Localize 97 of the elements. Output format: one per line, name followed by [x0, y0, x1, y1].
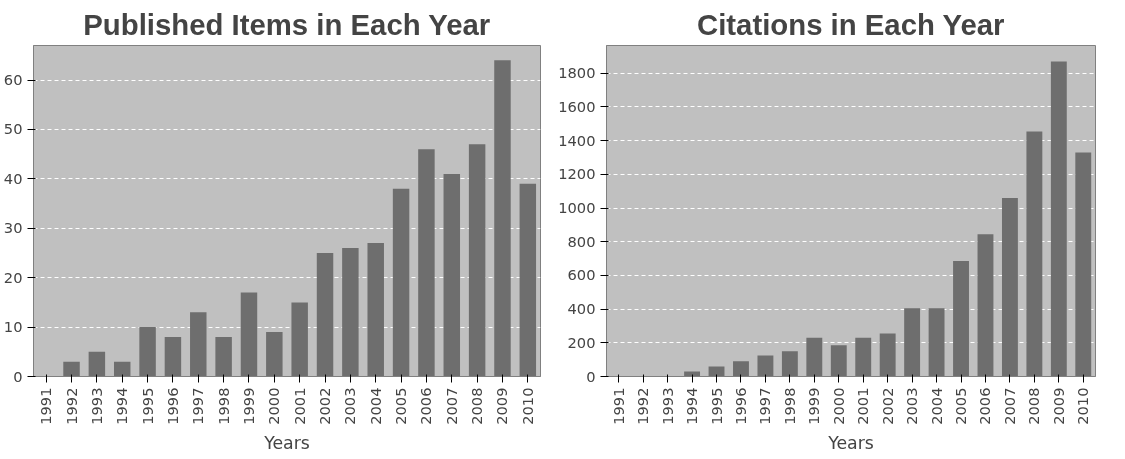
bar: [830, 345, 847, 377]
x-tick-label: 1992: [634, 387, 652, 425]
y-tick-label: 60: [3, 71, 23, 89]
x-tick-label: 1995: [707, 387, 725, 425]
bar: [904, 308, 921, 377]
y-tick-label: 1600: [558, 97, 596, 115]
x-tick-label: 2008: [468, 387, 486, 425]
bar: [266, 332, 283, 377]
bar: [215, 336, 232, 377]
y-tick-label: 1200: [558, 165, 596, 183]
chart-title: Citations in Each Year: [696, 7, 1005, 41]
x-tick-label: 2007: [1000, 387, 1018, 425]
x-axis-title: Years: [263, 432, 310, 453]
x-tick-label: 1998: [780, 387, 798, 425]
y-tick-label: 1400: [558, 131, 596, 149]
x-tick-label: 2002: [316, 387, 334, 425]
x-axis-title: Years: [827, 432, 874, 453]
bar: [1050, 61, 1067, 377]
y-tick-label: 10: [3, 318, 23, 336]
x-tick-label: 2003: [903, 387, 921, 425]
bar: [418, 149, 435, 377]
bar: [367, 243, 384, 377]
x-tick-label: 2000: [829, 387, 847, 425]
bar: [519, 183, 537, 377]
x-tick-label: 2005: [952, 387, 970, 425]
x-tick-label: 2010: [518, 387, 536, 425]
x-tick-label: 2004: [366, 387, 384, 425]
y-tick-label: 200: [567, 333, 596, 351]
bar: [708, 366, 725, 377]
y-tick-label: 0: [586, 367, 596, 385]
bar: [781, 351, 798, 377]
bar: [240, 292, 258, 377]
bar: [63, 361, 80, 377]
bar: [977, 234, 994, 377]
x-tick-label: 1999: [805, 387, 823, 425]
bar: [468, 144, 486, 377]
bar: [855, 337, 872, 377]
x-tick-label: 2003: [341, 387, 359, 425]
x-tick-label: 2002: [878, 387, 896, 425]
x-tick-label: 1993: [87, 387, 105, 425]
bar: [1026, 131, 1043, 377]
bar: [684, 371, 701, 377]
x-tick-label: 1993: [658, 387, 676, 425]
bar: [164, 336, 182, 377]
x-tick-label: 2010: [1074, 387, 1092, 425]
bar: [139, 327, 156, 377]
y-tick-label: 20: [3, 268, 23, 286]
bar: [928, 308, 945, 377]
y-tick-label: 1800: [558, 64, 596, 82]
x-tick-label: 1991: [609, 387, 627, 425]
x-tick-label: 1992: [62, 387, 80, 425]
bar: [190, 312, 207, 377]
bar: [757, 355, 774, 377]
x-tick-label: 1996: [731, 387, 749, 425]
bar: [494, 60, 511, 377]
x-tick-label: 2001: [290, 387, 308, 425]
y-tick-label: 600: [567, 266, 596, 284]
x-tick-label: 1997: [189, 387, 207, 425]
bar: [443, 173, 461, 377]
x-tick-label: 1995: [138, 387, 156, 425]
bar: [806, 337, 823, 377]
chart-title: Published Items in Each Year: [83, 7, 491, 41]
bar: [733, 361, 749, 377]
x-tick-label: 2009: [493, 387, 511, 425]
bar: [113, 361, 131, 377]
x-tick-label: 2007: [442, 387, 460, 425]
x-tick-label: 2006: [417, 387, 435, 425]
x-tick-label: 2001: [854, 387, 872, 425]
x-tick-label: 2005: [392, 387, 410, 425]
bar: [291, 302, 308, 377]
x-tick-label: 1994: [683, 387, 701, 425]
x-tick-label: 2009: [1049, 387, 1067, 425]
bar: [879, 333, 896, 377]
x-tick-label: 2000: [265, 387, 283, 425]
y-tick-label: 400: [567, 300, 596, 318]
x-tick-label: 2008: [1025, 387, 1043, 425]
bar: [1075, 152, 1092, 377]
bar: [953, 261, 969, 377]
y-tick-label: 800: [567, 232, 596, 250]
y-tick-label: 0: [13, 367, 23, 385]
x-tick-label: 2006: [976, 387, 994, 425]
y-tick-label: 50: [3, 120, 23, 138]
bar: [342, 248, 359, 377]
x-tick-label: 1998: [214, 387, 232, 425]
bar: [392, 188, 410, 377]
x-tick-label: 1991: [37, 387, 55, 425]
y-tick-label: 40: [3, 169, 23, 187]
bar: [316, 252, 334, 377]
x-tick-label: 1999: [239, 387, 257, 425]
bar: [88, 351, 106, 377]
y-tick-label: 1000: [558, 199, 596, 217]
x-tick-label: 1997: [756, 387, 774, 425]
bar: [1001, 197, 1018, 377]
x-tick-label: 1996: [163, 387, 181, 425]
y-tick-label: 30: [3, 219, 23, 237]
x-tick-label: 1994: [113, 387, 131, 425]
x-tick-label: 2004: [927, 387, 945, 425]
